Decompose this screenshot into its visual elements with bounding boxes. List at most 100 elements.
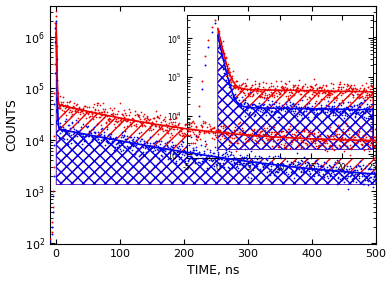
Point bbox=[200, 119, 207, 124]
Point bbox=[132, 149, 139, 154]
Point bbox=[322, 168, 328, 173]
Point bbox=[309, 166, 315, 171]
Point bbox=[206, 155, 212, 159]
Point bbox=[358, 142, 364, 146]
Point bbox=[244, 153, 250, 158]
Point bbox=[210, 126, 216, 130]
Point bbox=[365, 183, 371, 187]
Point bbox=[316, 142, 322, 147]
Point bbox=[234, 164, 240, 168]
Point bbox=[178, 134, 185, 139]
Point bbox=[121, 108, 127, 113]
Point bbox=[349, 171, 355, 175]
Point bbox=[80, 106, 86, 111]
Point bbox=[259, 155, 265, 160]
Point bbox=[108, 112, 114, 117]
Point bbox=[257, 130, 263, 135]
Point bbox=[130, 143, 136, 148]
Point bbox=[188, 141, 194, 145]
Point bbox=[164, 140, 170, 144]
Point bbox=[65, 103, 71, 108]
Point bbox=[110, 113, 116, 117]
Point bbox=[273, 164, 279, 169]
Point bbox=[238, 156, 245, 160]
Point bbox=[300, 166, 307, 171]
Point bbox=[310, 177, 316, 181]
Point bbox=[191, 127, 197, 132]
Point bbox=[261, 162, 267, 166]
Point bbox=[245, 162, 251, 167]
Point bbox=[221, 151, 228, 155]
Point bbox=[328, 171, 334, 175]
Point bbox=[177, 128, 183, 133]
Point bbox=[255, 159, 261, 164]
Point bbox=[168, 119, 174, 124]
Point bbox=[306, 162, 312, 166]
Point bbox=[80, 122, 86, 127]
Point bbox=[212, 154, 218, 158]
Point bbox=[316, 168, 323, 173]
Point bbox=[106, 115, 113, 120]
Point bbox=[137, 153, 143, 157]
Point bbox=[129, 117, 136, 122]
Point bbox=[267, 159, 273, 164]
Point bbox=[270, 167, 277, 172]
Point bbox=[353, 180, 359, 185]
Point bbox=[322, 141, 328, 145]
Point bbox=[143, 118, 149, 123]
Point bbox=[312, 141, 318, 145]
Point bbox=[211, 167, 217, 171]
Point bbox=[169, 122, 175, 127]
Point bbox=[343, 173, 349, 178]
Point bbox=[71, 104, 77, 109]
Point bbox=[169, 152, 176, 156]
Point bbox=[91, 125, 97, 130]
Point bbox=[172, 115, 179, 120]
Point bbox=[83, 124, 89, 128]
Point bbox=[159, 127, 165, 131]
Point bbox=[298, 170, 304, 174]
Point bbox=[323, 169, 329, 173]
Point bbox=[260, 132, 267, 136]
Point bbox=[353, 137, 359, 142]
Point bbox=[370, 177, 376, 181]
Point bbox=[330, 134, 337, 139]
Point bbox=[56, 105, 62, 110]
Point bbox=[243, 161, 249, 166]
Point bbox=[227, 159, 234, 164]
Point bbox=[287, 165, 294, 170]
Point bbox=[254, 128, 260, 133]
Point bbox=[205, 130, 212, 134]
Point bbox=[198, 153, 204, 158]
Point bbox=[151, 141, 157, 145]
Point bbox=[273, 169, 279, 173]
Point bbox=[165, 123, 171, 128]
Point bbox=[250, 168, 256, 172]
Point bbox=[225, 164, 231, 169]
Point bbox=[68, 114, 74, 119]
Point bbox=[94, 134, 100, 139]
Point bbox=[53, 57, 60, 62]
Point bbox=[313, 158, 319, 162]
Point bbox=[295, 144, 301, 148]
Point bbox=[236, 162, 243, 167]
Point bbox=[110, 110, 116, 115]
Point bbox=[342, 169, 348, 174]
Point bbox=[308, 164, 314, 169]
Point bbox=[289, 140, 296, 144]
Point bbox=[371, 169, 377, 174]
Point bbox=[237, 130, 243, 134]
Point bbox=[123, 148, 129, 153]
Point bbox=[81, 137, 87, 141]
Point bbox=[315, 164, 321, 168]
Point bbox=[119, 133, 125, 137]
Point bbox=[229, 135, 236, 140]
Point bbox=[194, 153, 200, 158]
Point bbox=[191, 156, 197, 161]
Point bbox=[76, 107, 83, 112]
Point bbox=[159, 147, 165, 151]
Point bbox=[102, 135, 108, 139]
Point bbox=[290, 138, 296, 142]
Point bbox=[253, 162, 260, 166]
Point bbox=[310, 136, 316, 141]
